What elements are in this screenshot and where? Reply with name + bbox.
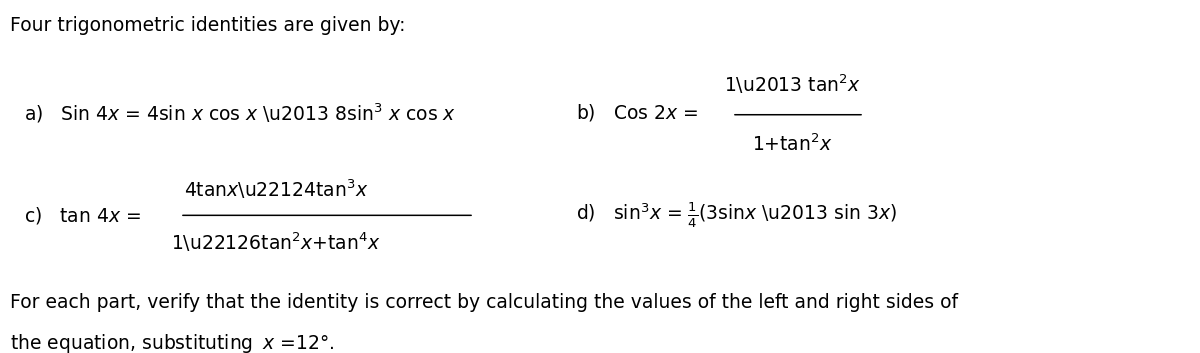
Text: For each part, verify that the identity is correct by calculating the values of : For each part, verify that the identity … bbox=[10, 293, 958, 312]
Text: 1\u22126tan$^2$$x$+tan$^4$$x$: 1\u22126tan$^2$$x$+tan$^4$$x$ bbox=[172, 230, 380, 253]
Text: d)   sin$^3$$x$ = $\frac{1}{4}$(3sin$x$ \u2013 sin 3$x$): d) sin$^3$$x$ = $\frac{1}{4}$(3sin$x$ \u… bbox=[576, 201, 898, 230]
Text: 4tan$x$\u22124tan$^3$$x$: 4tan$x$\u22124tan$^3$$x$ bbox=[184, 177, 368, 201]
Text: b)   Cos 2$x$ =: b) Cos 2$x$ = bbox=[576, 102, 700, 124]
Text: a)   Sin 4$x$ = 4sin $x$ cos $x$ \u2013 8sin$^3$ $x$ cos $x$: a) Sin 4$x$ = 4sin $x$ cos $x$ \u2013 8s… bbox=[24, 101, 456, 125]
Text: Four trigonometric identities are given by:: Four trigonometric identities are given … bbox=[10, 16, 406, 35]
Text: 1+tan$^2$$x$: 1+tan$^2$$x$ bbox=[751, 134, 833, 155]
Text: c)   tan 4$x$ =: c) tan 4$x$ = bbox=[24, 205, 143, 226]
Text: the equation, substituting  $x$ =12°.: the equation, substituting $x$ =12°. bbox=[10, 332, 334, 353]
Text: 1\u2013 tan$^2$$x$: 1\u2013 tan$^2$$x$ bbox=[724, 73, 860, 96]
